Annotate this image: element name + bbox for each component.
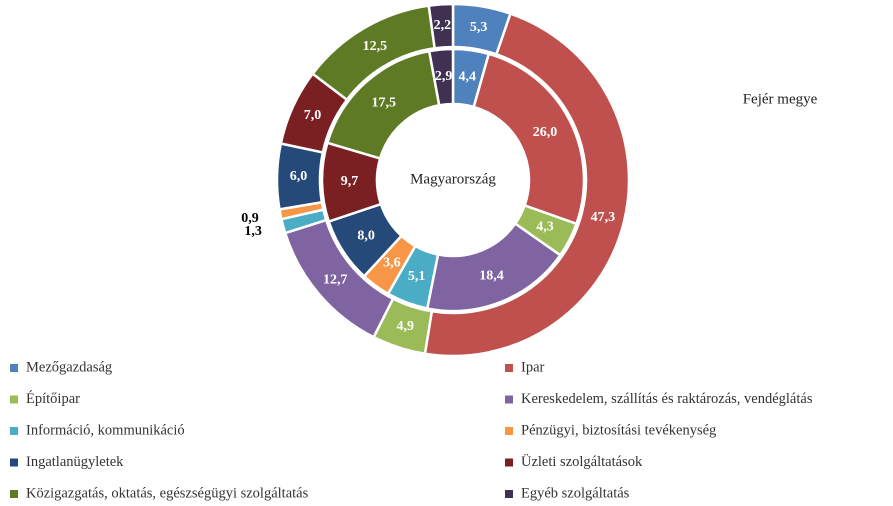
legend-swatch (505, 427, 513, 435)
legend-swatch (505, 395, 513, 404)
data-label: 47,3 (591, 210, 616, 225)
data-label: 4,3 (536, 220, 554, 235)
data-label: 18,4 (479, 268, 504, 283)
legend-swatch (505, 458, 513, 467)
legend-swatch (505, 490, 513, 498)
legend-swatch (10, 458, 18, 467)
data-label: 5,1 (408, 269, 426, 284)
legend-label: Ingatlanügyletek (26, 454, 124, 470)
legend-swatch (10, 395, 18, 404)
legend-label: Kereskedelem, szállítás és raktározás, v… (521, 391, 813, 407)
data-label: 4,4 (459, 70, 477, 85)
legend-label: Információ, kommunikáció (26, 422, 185, 438)
legend-label: Egyéb szolgáltatás (521, 485, 630, 501)
legend-label: Mezőgazdaság (26, 359, 112, 375)
donut-segment (427, 47, 455, 107)
legend-label: Üzleti szolgáltatások (521, 453, 643, 470)
data-label: 12,7 (323, 272, 348, 287)
data-label: 2,2 (434, 18, 452, 33)
legend-label: Építőipar (26, 390, 80, 407)
legend-swatch (10, 427, 18, 435)
donut-segment (427, 2, 455, 50)
data-label: 17,5 (372, 95, 397, 110)
data-label: 7,0 (304, 108, 322, 123)
data-label: 8,0 (357, 228, 375, 243)
data-label: 2,9 (435, 69, 453, 84)
data-label: 26,0 (533, 125, 558, 140)
legend-swatch (505, 364, 513, 372)
data-label: 9,7 (341, 174, 359, 189)
legend-label: Közigazgatás, oktatás, egészségügyi szol… (26, 485, 309, 501)
legend-label: Pénzügyi, biztosítási tevékenység (521, 422, 716, 438)
donut-segment (472, 52, 586, 226)
outer-data-label: 0,9 (241, 211, 259, 226)
data-label: 4,9 (397, 319, 415, 334)
donut-segment (423, 12, 631, 358)
data-label: 6,0 (290, 169, 308, 184)
legend-swatch (10, 364, 18, 372)
outer-data-label: 1,3 (244, 224, 262, 239)
data-label: 12,5 (363, 39, 388, 54)
data-label: 5,3 (470, 20, 488, 35)
data-label: 3,6 (383, 256, 401, 271)
legend-label: Ipar (521, 359, 545, 375)
outer-series-name: Fejér megye (743, 91, 818, 107)
legend-swatch (10, 490, 18, 498)
inner-series-name: Magyarország (410, 171, 496, 187)
